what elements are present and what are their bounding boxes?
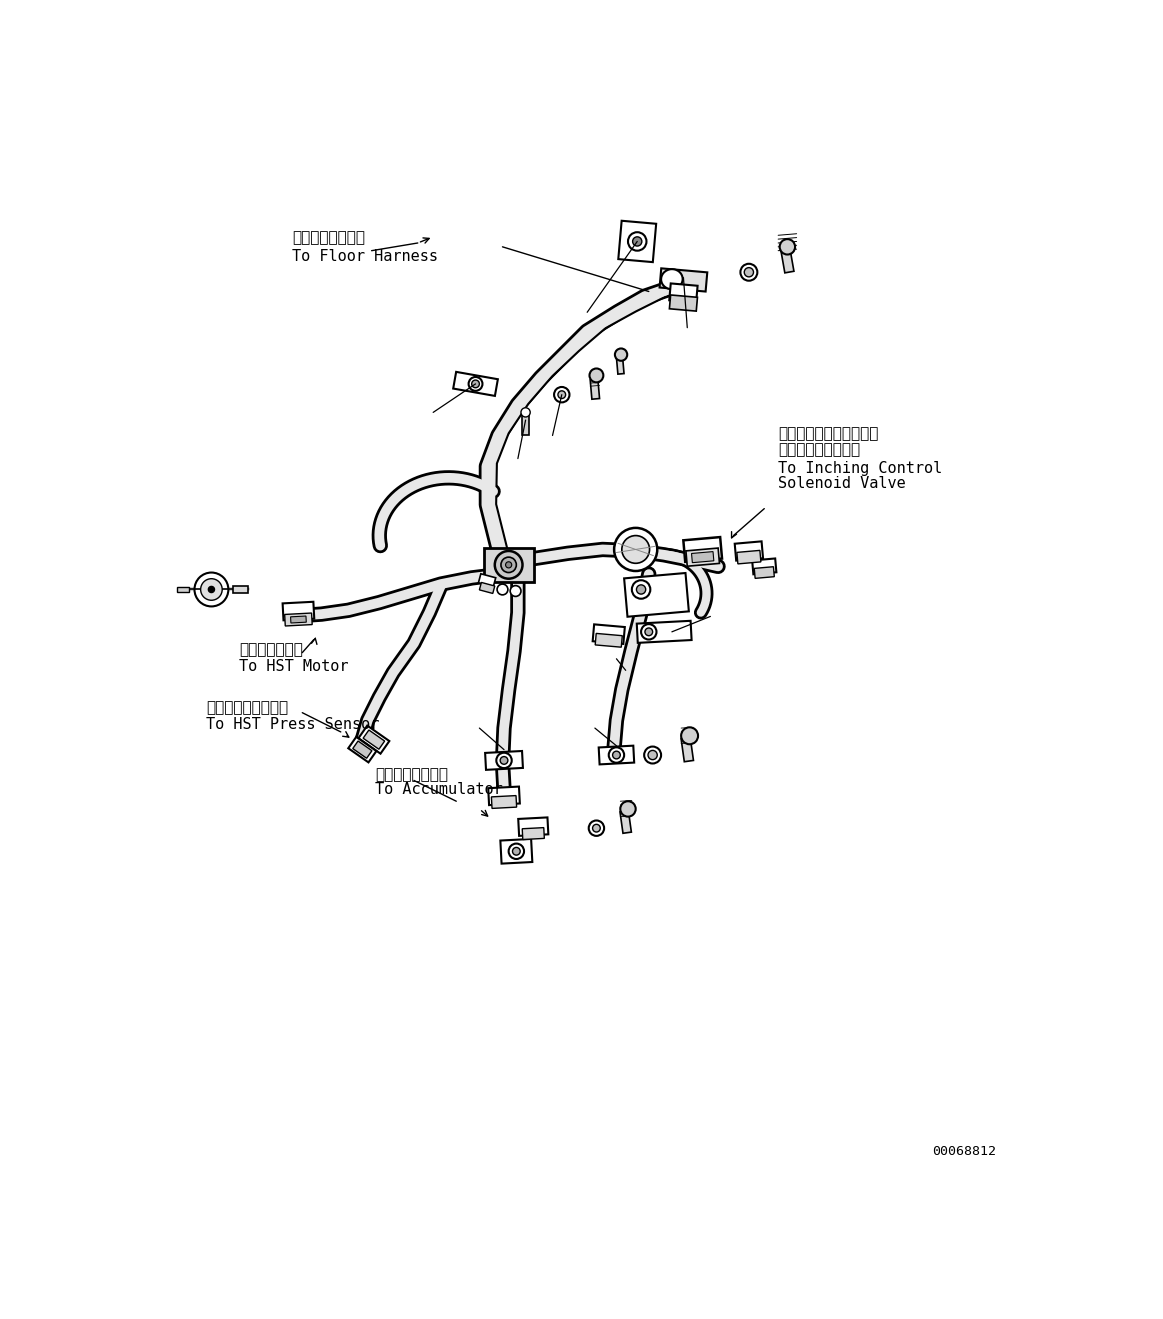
Circle shape xyxy=(590,368,604,383)
Circle shape xyxy=(682,727,698,744)
Polygon shape xyxy=(669,284,698,302)
Circle shape xyxy=(641,624,656,640)
Polygon shape xyxy=(686,549,720,566)
Circle shape xyxy=(513,847,520,855)
Text: アキュムレータへ: アキュムレータへ xyxy=(376,766,449,782)
Polygon shape xyxy=(590,380,600,400)
Circle shape xyxy=(558,390,565,398)
Circle shape xyxy=(614,528,657,571)
Text: To HST Press Sensor: To HST Press Sensor xyxy=(206,716,379,732)
Polygon shape xyxy=(348,737,377,762)
Polygon shape xyxy=(488,786,520,805)
Circle shape xyxy=(779,239,795,255)
Circle shape xyxy=(201,579,222,600)
Circle shape xyxy=(554,386,570,402)
Text: フロアハーネスへ: フロアハーネスへ xyxy=(292,230,365,245)
Polygon shape xyxy=(593,624,625,644)
Circle shape xyxy=(469,377,483,390)
Circle shape xyxy=(644,747,661,764)
Circle shape xyxy=(506,562,512,568)
Polygon shape xyxy=(519,818,548,836)
Text: To Accumulator: To Accumulator xyxy=(376,782,504,797)
Circle shape xyxy=(613,752,620,758)
Polygon shape xyxy=(755,567,775,578)
Circle shape xyxy=(472,380,479,388)
Circle shape xyxy=(633,237,642,247)
Circle shape xyxy=(508,844,525,859)
Polygon shape xyxy=(522,827,544,839)
Polygon shape xyxy=(363,729,385,749)
Polygon shape xyxy=(233,586,249,594)
Circle shape xyxy=(648,751,657,760)
Circle shape xyxy=(593,824,600,832)
Polygon shape xyxy=(619,220,656,262)
Circle shape xyxy=(622,536,650,563)
Polygon shape xyxy=(780,248,794,273)
Circle shape xyxy=(588,820,604,836)
Text: ソレノイドバルブへ: ソレノイドバルブへ xyxy=(778,442,861,456)
Polygon shape xyxy=(684,537,722,562)
Circle shape xyxy=(497,584,508,595)
Circle shape xyxy=(194,572,228,607)
Circle shape xyxy=(497,753,512,768)
Polygon shape xyxy=(625,572,688,617)
Circle shape xyxy=(645,628,652,636)
Polygon shape xyxy=(692,551,714,563)
Polygon shape xyxy=(492,795,516,809)
Circle shape xyxy=(628,232,647,251)
Circle shape xyxy=(521,408,530,417)
Circle shape xyxy=(620,801,636,816)
Circle shape xyxy=(615,348,627,361)
Polygon shape xyxy=(735,541,763,561)
Polygon shape xyxy=(616,359,625,375)
Circle shape xyxy=(511,586,521,596)
Text: ＨＳＴ油圧センサへ: ＨＳＴ油圧センサへ xyxy=(206,700,288,715)
Polygon shape xyxy=(291,616,306,623)
Polygon shape xyxy=(737,550,761,565)
Polygon shape xyxy=(285,613,312,627)
Text: インチングコントロール: インチングコントロール xyxy=(778,426,878,442)
Text: ＨＳＴモータへ: ＨＳＴモータへ xyxy=(240,642,304,657)
Polygon shape xyxy=(478,574,495,587)
Polygon shape xyxy=(500,839,533,864)
Polygon shape xyxy=(752,558,777,574)
Circle shape xyxy=(500,757,508,764)
Text: 00068812: 00068812 xyxy=(933,1145,997,1158)
Text: Solenoid Valve: Solenoid Valve xyxy=(778,476,906,492)
Polygon shape xyxy=(479,583,494,594)
Polygon shape xyxy=(682,737,693,761)
Circle shape xyxy=(632,580,650,599)
Polygon shape xyxy=(485,751,523,770)
Polygon shape xyxy=(595,633,622,648)
Polygon shape xyxy=(454,372,498,396)
Polygon shape xyxy=(177,587,188,592)
Circle shape xyxy=(208,587,214,592)
Circle shape xyxy=(608,748,625,762)
Polygon shape xyxy=(358,725,390,753)
Polygon shape xyxy=(283,601,314,620)
Text: To Floor Harness: To Floor Harness xyxy=(292,249,438,264)
Circle shape xyxy=(744,268,754,277)
Polygon shape xyxy=(352,741,372,758)
Polygon shape xyxy=(637,621,692,642)
Circle shape xyxy=(636,584,645,594)
Text: To HST Motor: To HST Motor xyxy=(240,660,349,674)
Polygon shape xyxy=(670,295,698,311)
Ellipse shape xyxy=(661,269,683,289)
Circle shape xyxy=(501,557,516,572)
Text: To Inching Control: To Inching Control xyxy=(778,462,942,476)
Circle shape xyxy=(741,264,757,281)
Polygon shape xyxy=(484,547,534,582)
Circle shape xyxy=(494,551,522,579)
Polygon shape xyxy=(659,268,707,291)
Polygon shape xyxy=(599,745,634,765)
Polygon shape xyxy=(522,413,529,435)
Polygon shape xyxy=(620,811,632,834)
